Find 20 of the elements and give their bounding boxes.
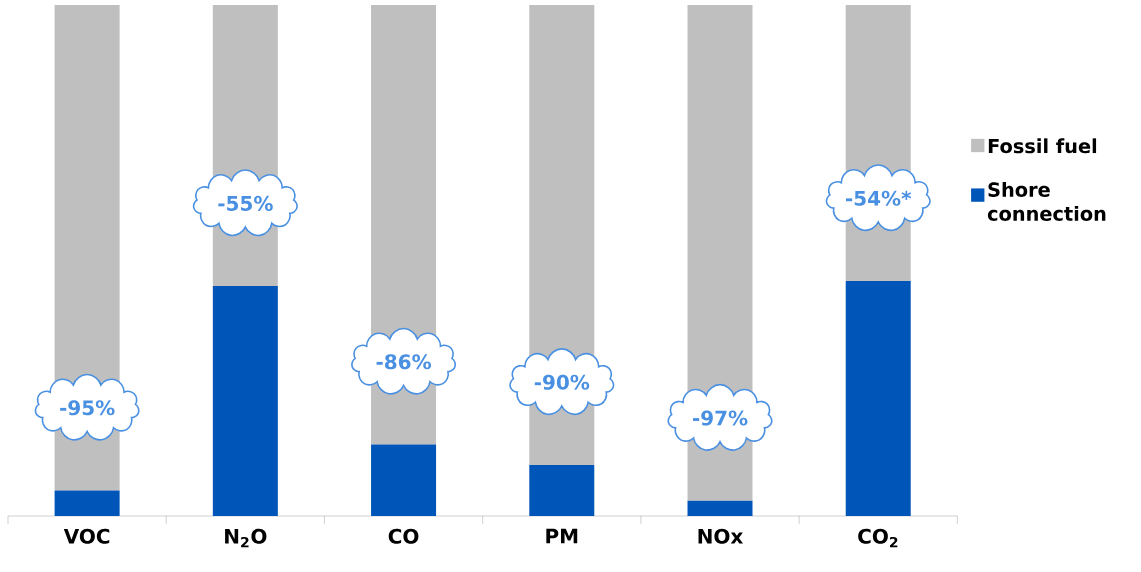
- x-tick-label: PM: [546, 528, 578, 544]
- annotation: -86%: [376, 354, 432, 370]
- bar: [371, 444, 437, 516]
- annotation: -54%*: [846, 190, 912, 206]
- x-tick-label: N$_{2}$O: [225, 528, 267, 548]
- legend-label: Fossil fuel: [988, 138, 1097, 154]
- x-tick-label: CO: [388, 528, 419, 544]
- bar: [687, 500, 753, 516]
- annotation: -97%: [693, 410, 748, 426]
- bar: [54, 490, 120, 516]
- bar: [845, 280, 911, 516]
- annotation: -55%: [218, 195, 273, 211]
- bar: [212, 286, 278, 516]
- x-tick-label: NOx: [698, 528, 744, 544]
- annotation: -90%: [534, 374, 590, 390]
- bar: [529, 464, 595, 516]
- annotation: -95%: [60, 400, 115, 416]
- x-tick-label: VOC: [63, 528, 110, 544]
- legend-label: Shore connection: [987, 181, 1106, 221]
- x-tick-label: CO$_{2}$: [858, 528, 898, 548]
